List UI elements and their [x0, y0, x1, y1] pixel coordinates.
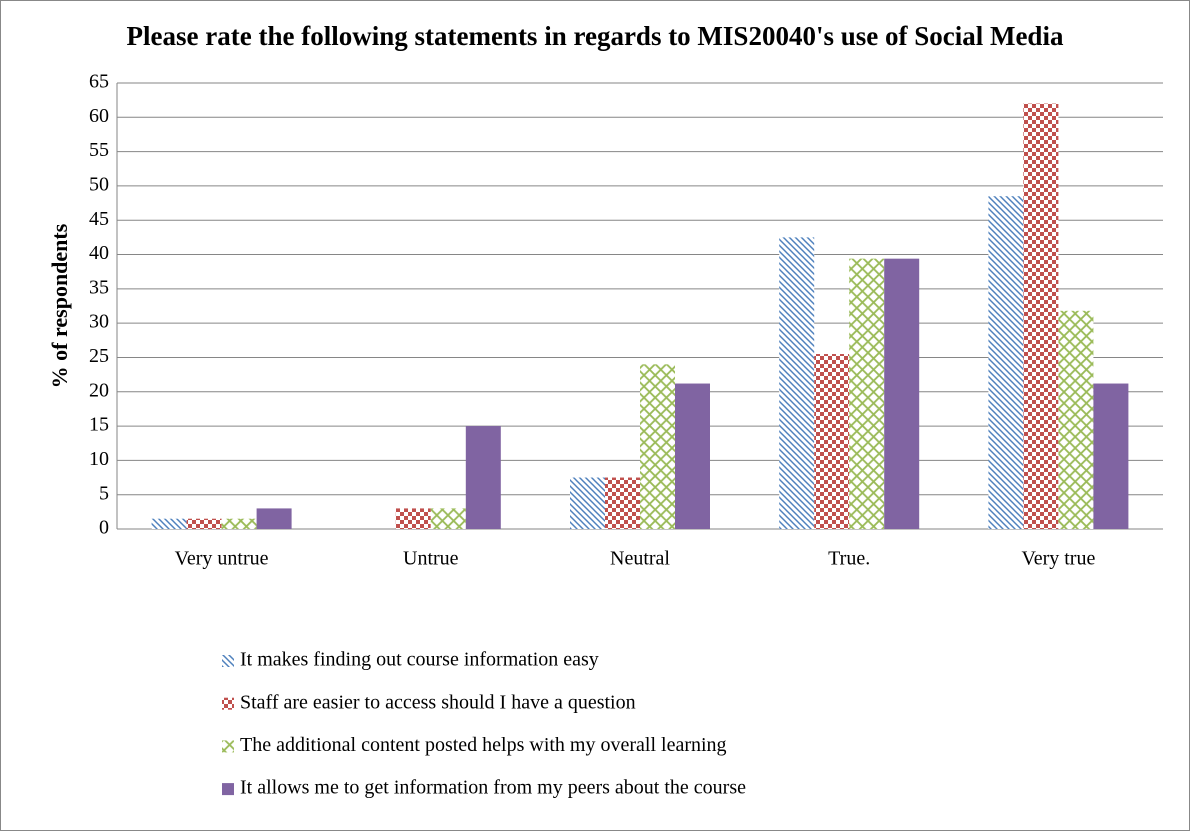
bar: [814, 354, 850, 529]
y-tick-label: 15: [89, 414, 109, 436]
x-tick-label: Very true: [1021, 548, 1095, 570]
bar: [849, 258, 885, 529]
y-tick-label: 5: [99, 482, 109, 504]
bar: [465, 426, 501, 529]
y-tick-label: 20: [89, 379, 109, 401]
bar: [570, 477, 605, 529]
bar: [884, 258, 920, 529]
bar: [221, 518, 257, 529]
y-tick-label: 30: [89, 311, 109, 333]
legend-label: The additional content posted helps with…: [240, 734, 727, 756]
y-tick-label: 55: [89, 139, 109, 161]
chart-title: Please rate the following statements in …: [126, 21, 1064, 51]
y-tick-label: 10: [89, 448, 109, 470]
bar: [1023, 103, 1059, 529]
bar: [430, 508, 466, 529]
bar: [186, 518, 222, 529]
y-tick-label: 60: [89, 105, 109, 127]
x-tick-label: Untrue: [403, 548, 459, 570]
bar: [640, 364, 675, 529]
y-tick-label: 25: [89, 345, 109, 367]
y-axis-label: % of respondents: [47, 223, 72, 388]
legend-swatch: [222, 655, 234, 667]
bar: [256, 508, 292, 529]
bar: [1058, 310, 1094, 529]
legend-swatch: [222, 783, 234, 796]
x-tick-label: True.: [828, 548, 870, 570]
bar: [151, 518, 187, 529]
bar: [779, 237, 815, 529]
legend-label: It makes finding out course information …: [240, 649, 599, 671]
y-tick-label: 40: [89, 242, 109, 264]
bar: [988, 196, 1024, 529]
x-tick-label: Very untrue: [175, 548, 269, 570]
legend-swatch: [222, 740, 234, 753]
legend-label: Staff are easier to access should I have…: [240, 691, 636, 713]
y-tick-label: 35: [89, 276, 109, 298]
y-tick-label: 50: [89, 174, 109, 196]
bar: [675, 383, 710, 529]
bar: [605, 477, 640, 529]
bar: [395, 508, 431, 529]
x-tick-label: Neutral: [610, 548, 670, 570]
y-tick-label: 0: [99, 517, 109, 539]
bar: [1093, 383, 1129, 529]
y-tick-label: 65: [89, 71, 109, 93]
y-tick-label: 45: [89, 208, 109, 230]
legend-swatch: [222, 697, 234, 710]
legend-label: It allows me to get information from my …: [240, 777, 746, 799]
